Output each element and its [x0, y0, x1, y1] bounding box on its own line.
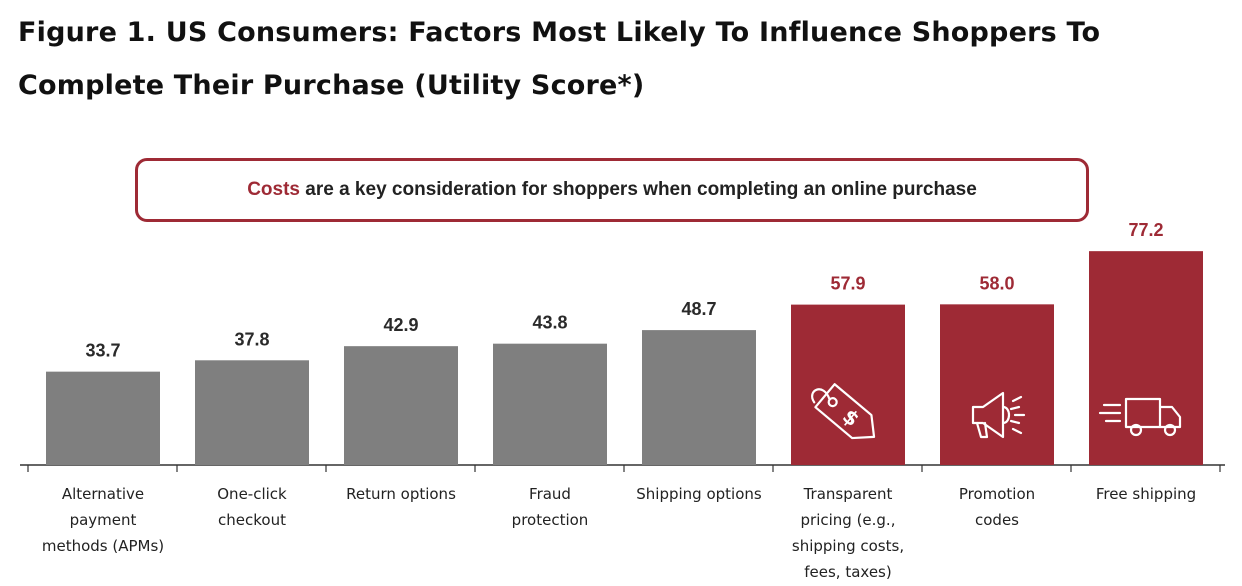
callout-box: Costs are a key consideration for shoppe… [135, 158, 1089, 222]
bar-one-click-checkout [195, 360, 309, 465]
category-label: One-click checkout [217, 485, 287, 529]
value-label: 48.7 [681, 299, 716, 319]
callout-highlight: Costs [247, 179, 300, 200]
bar-transparent-pricing-e-g-shipping-costs-fees-taxes [791, 304, 905, 465]
category-label: Shipping options [636, 485, 762, 503]
value-label: 33.7 [85, 341, 120, 361]
category-label: Promotion codes [959, 485, 1035, 529]
value-label: 58.0 [979, 273, 1014, 293]
bar-promotion-codes [940, 304, 1054, 465]
value-label: 42.9 [383, 315, 418, 335]
category-label: Alternative payment methods (APMs) [42, 485, 164, 555]
bar-group-promotion-codes: 58.0 Promotion codes [940, 273, 1054, 529]
category-label: Return options [346, 485, 456, 503]
bar-group-fraud-protection: 43.8 Fraud protection [493, 313, 607, 529]
delivery-truck-icon [1098, 397, 1182, 437]
category-label: Transparent pricing (e.g., shipping costs,… [792, 485, 904, 581]
bar-shipping-options [642, 330, 756, 465]
value-label: 57.9 [830, 274, 865, 294]
bar-group-free-shipping: 77.2 Free shipping [1089, 220, 1203, 503]
value-label: 43.8 [532, 313, 567, 333]
bar-group-shipping-options: 48.7 Shipping options [636, 299, 762, 503]
bar-group-one-click-checkout: 37.8 One-click checkout [195, 329, 309, 529]
bar-alternative-payment-methods-apms [46, 371, 160, 465]
megaphone-icon [971, 391, 1026, 439]
bar-fraud-protection [493, 343, 607, 465]
callout-text: are a key consideration for shoppers whe… [300, 179, 977, 200]
category-label: Fraud protection [512, 485, 589, 529]
chart-title: Figure 1. US Consumers: Factors Most Lik… [18, 17, 1101, 101]
bar-free-shipping [1089, 251, 1203, 465]
category-label: Free shipping [1096, 485, 1196, 503]
value-label: 77.2 [1128, 220, 1163, 240]
value-label: 37.8 [234, 329, 269, 349]
bar-group-return-options: 42.9 Return options [344, 315, 458, 503]
bar-group-alternative-payment-methods-apms: 33.7 Alternative payment methods (APMs) [42, 341, 164, 555]
bar-group-transparent-pricing-e-g-shipping-costs-fees-taxes: 57.9 Transparent pricing (e.g., shipping co… [791, 274, 905, 581]
bar-return-options [344, 346, 458, 465]
